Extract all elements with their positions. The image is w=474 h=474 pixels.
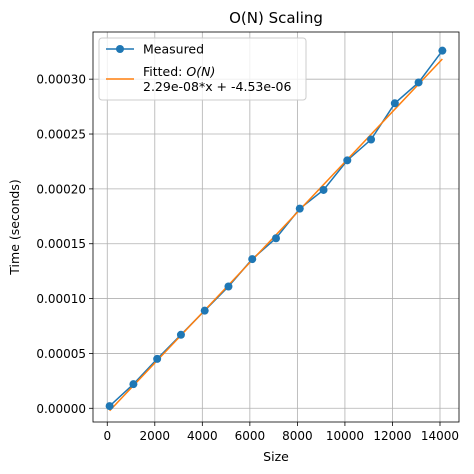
legend-measured-marker <box>116 45 124 53</box>
measured-point <box>224 282 233 291</box>
x-tick-label: 6000 <box>235 429 266 443</box>
x-tick-label: 2000 <box>140 429 171 443</box>
measured-point <box>390 99 399 108</box>
legend-fitted-math: O(N) <box>186 64 215 79</box>
x-tick-label: 4000 <box>187 429 218 443</box>
x-axis: 0 2000 4000 6000 8000 10000 12000 14000 <box>103 422 459 443</box>
x-tick-label: 10000 <box>326 429 364 443</box>
legend-fitted-label: Fitted: O(N) <box>143 64 215 79</box>
measured-point <box>319 185 328 194</box>
y-axis: 0.00000 0.00005 0.00010 0.00015 0.00020 0.000… <box>36 73 93 416</box>
y-tick-label: 0.00005 <box>36 347 86 361</box>
y-tick-label: 0.00030 <box>36 73 86 87</box>
y-tick-label: 0.00025 <box>36 128 86 142</box>
legend-frame <box>98 37 307 101</box>
measured-point <box>367 135 376 144</box>
x-tick-label: 0 <box>103 429 111 443</box>
measured-point <box>295 204 304 213</box>
y-tick-label: 0.00015 <box>36 237 86 251</box>
legend-fitted-prefix: Fitted: <box>143 64 186 79</box>
legend-measured-label: Measured <box>143 42 204 57</box>
measured-point <box>438 46 447 55</box>
measured-point <box>105 402 114 411</box>
measured-point <box>248 255 257 264</box>
plot-area <box>105 46 447 412</box>
axes-frame <box>92 31 460 423</box>
chart-title: O(N) Scaling <box>229 9 323 27</box>
measured-point <box>129 380 138 389</box>
x-tick-label: 14000 <box>421 429 459 443</box>
y-tick-label: 0.00010 <box>36 292 86 306</box>
y-tick-label: 0.00000 <box>36 402 86 416</box>
x-tick-label: 12000 <box>373 429 411 443</box>
y-axis-label: Time (seconds) <box>7 179 22 275</box>
measured-point <box>414 78 423 87</box>
measured-point <box>272 234 280 243</box>
legend-fitted-equation: 2.29e-08*x + -4.53e-06 <box>143 79 292 94</box>
measured-point <box>153 354 162 363</box>
y-tick-label: 0.00020 <box>36 182 86 196</box>
x-axis-label: Size <box>263 449 289 464</box>
measured-point <box>176 330 185 339</box>
measured-point <box>343 156 352 165</box>
legend: Measured Fitted: O(N) 2.29e-08*x + -4.53… <box>98 37 307 101</box>
x-tick-label: 8000 <box>282 429 313 443</box>
measured-point <box>200 306 209 315</box>
